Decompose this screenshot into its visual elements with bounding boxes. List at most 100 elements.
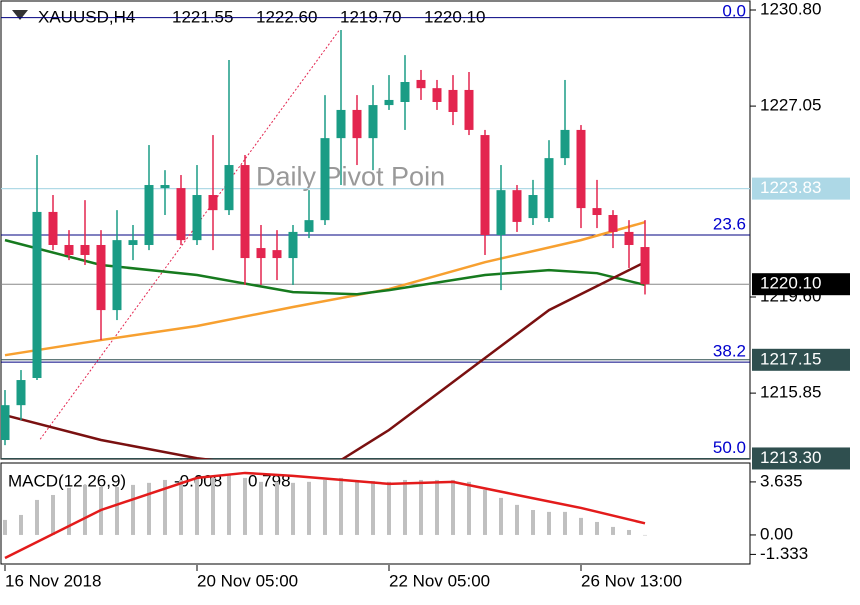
header-low: 1219.70 bbox=[340, 7, 401, 26]
macd-bar bbox=[579, 517, 583, 535]
macd-bar bbox=[435, 479, 439, 535]
candle-body bbox=[576, 129, 586, 209]
candle-body bbox=[624, 231, 634, 245]
macd-plot bbox=[3, 471, 647, 560]
macd-bar bbox=[243, 477, 247, 535]
price-marker-label: 1213.30 bbox=[760, 448, 821, 467]
macd-bar bbox=[355, 479, 359, 535]
macd-bar bbox=[547, 511, 551, 535]
candle-body bbox=[64, 244, 74, 255]
price-marker-label: 1220.10 bbox=[760, 274, 821, 293]
fib-label: 23.6 bbox=[713, 214, 746, 233]
macd-bar bbox=[339, 477, 343, 535]
candle-body bbox=[160, 185, 170, 189]
candle-body bbox=[368, 105, 378, 139]
moving-average bbox=[4, 220, 646, 357]
candle-body bbox=[1, 405, 10, 441]
header-high: 1222.60 bbox=[256, 7, 317, 26]
x-tick-label: 26 Nov 13:00 bbox=[581, 571, 682, 590]
header-open: 1221.55 bbox=[172, 7, 233, 26]
candle-body bbox=[448, 89, 458, 112]
macd-bar bbox=[531, 509, 535, 535]
macd-bar bbox=[403, 479, 407, 535]
main-pane bbox=[0, 0, 751, 460]
macd-bar bbox=[35, 499, 39, 535]
candle-body bbox=[80, 244, 90, 255]
main-plot: Daily Pivot Poin bbox=[1, 17, 750, 459]
candle-body bbox=[304, 220, 314, 232]
candle-body bbox=[144, 185, 154, 245]
macd-bar bbox=[163, 479, 167, 535]
price-marker bbox=[752, 447, 850, 470]
macd-bar bbox=[371, 480, 375, 535]
candle-body bbox=[176, 188, 186, 241]
collapse-icon bbox=[12, 10, 28, 20]
macd-bar bbox=[211, 477, 215, 535]
macd-bar bbox=[195, 477, 199, 535]
macd-bar bbox=[387, 481, 391, 535]
candle-body bbox=[96, 244, 106, 311]
candle-body bbox=[128, 240, 138, 245]
macd-bar bbox=[131, 484, 135, 535]
candle-body bbox=[480, 135, 490, 235]
moving-average bbox=[4, 261, 646, 459]
candle-body bbox=[544, 158, 554, 219]
macd-bar bbox=[419, 479, 423, 535]
candle-body bbox=[16, 380, 26, 406]
candle-body bbox=[592, 208, 602, 216]
macd-bar bbox=[323, 479, 327, 535]
macd-bar bbox=[51, 494, 55, 535]
candle-body bbox=[352, 109, 362, 139]
macd-bar bbox=[275, 481, 279, 535]
candle-body bbox=[416, 79, 426, 89]
macd-bar bbox=[611, 526, 615, 535]
fib-label: 50.0 bbox=[713, 438, 746, 457]
price-marker bbox=[752, 273, 850, 296]
macd-bar bbox=[515, 504, 519, 535]
candle-body bbox=[32, 211, 42, 378]
header-close: 1220.10 bbox=[424, 7, 485, 26]
macd-bar bbox=[3, 519, 7, 535]
candle-body bbox=[272, 250, 282, 259]
price-marker bbox=[752, 348, 850, 371]
x-tick-label: 16 Nov 2018 bbox=[5, 571, 101, 590]
macd-bar bbox=[467, 481, 471, 535]
fib-label: 0.0 bbox=[722, 1, 746, 20]
pivot-label: Daily Pivot Poin bbox=[256, 162, 445, 192]
macd-bar bbox=[307, 481, 311, 535]
macd-bar bbox=[115, 486, 119, 535]
x-tick-label: 22 Nov 05:00 bbox=[389, 571, 490, 590]
y-tick-label: 1227.05 bbox=[760, 96, 821, 115]
candle-body bbox=[208, 195, 218, 211]
macd-y-tick-label: 3.635 bbox=[760, 471, 803, 490]
macd-y-tick-label: -1.333 bbox=[760, 544, 808, 563]
candle-body bbox=[112, 240, 122, 311]
price-marker-label: 1223.83 bbox=[760, 178, 821, 197]
macd-bar bbox=[499, 497, 503, 535]
moving-average bbox=[4, 238, 646, 296]
candle-body bbox=[640, 247, 650, 285]
macd-bar bbox=[563, 511, 567, 535]
fib-label: 38.2 bbox=[713, 342, 746, 361]
macd-bar bbox=[291, 482, 295, 535]
macd-bar bbox=[259, 481, 263, 535]
macd-bar bbox=[627, 529, 631, 535]
macd-pane bbox=[0, 462, 751, 565]
macd-bar bbox=[227, 474, 231, 535]
candle-body bbox=[288, 231, 298, 259]
macd-bar bbox=[19, 514, 23, 535]
macd-bar bbox=[67, 487, 71, 535]
macd-bar bbox=[643, 534, 647, 536]
macd-bar bbox=[83, 484, 87, 535]
candle-body bbox=[400, 82, 410, 102]
candle-body bbox=[192, 195, 202, 241]
trendline bbox=[39, 29, 340, 440]
candle-body bbox=[432, 88, 442, 102]
macd-title: MACD(12,26,9) bbox=[8, 471, 126, 490]
candle-body bbox=[512, 190, 522, 222]
candle-body bbox=[560, 129, 570, 159]
symbol: XAUUSD,H4 bbox=[38, 7, 135, 26]
macd-y-tick-label: 0.00 bbox=[760, 524, 793, 543]
candle-body bbox=[240, 165, 250, 259]
